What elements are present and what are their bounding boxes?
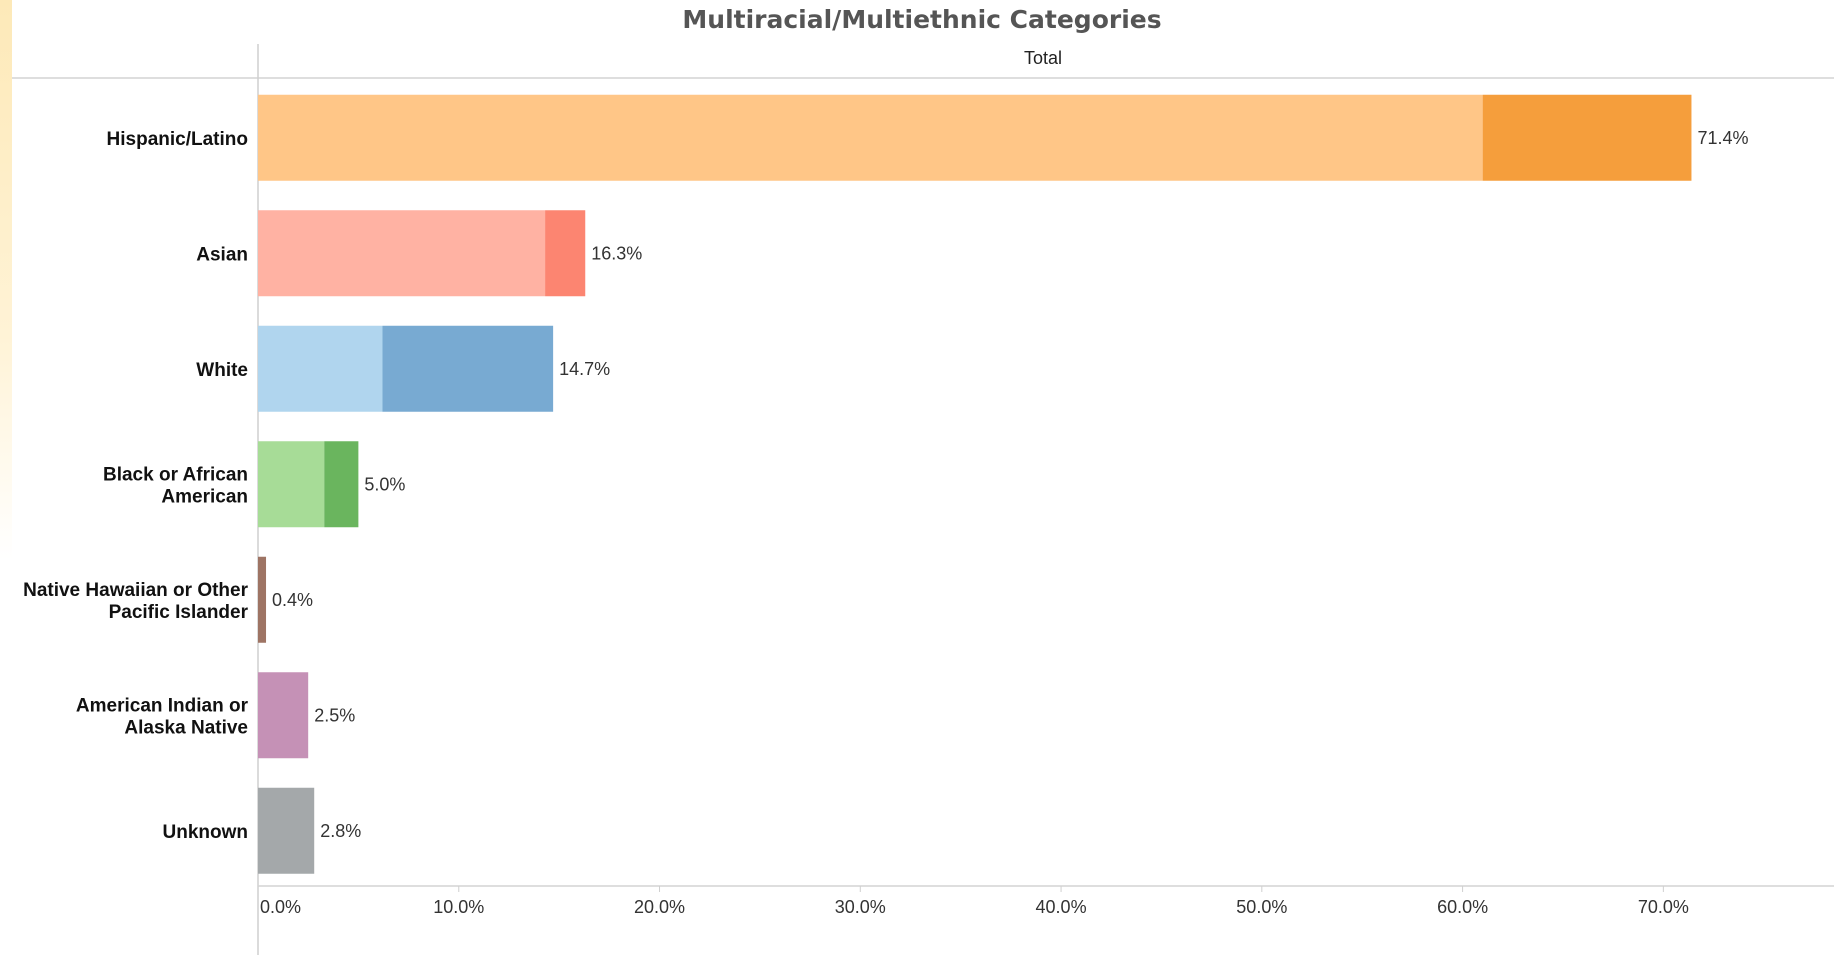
bar-black-or-african-american-segment-1 xyxy=(258,441,325,528)
category-labels-layer: Hispanic/Latino Asian White Black or Africa… xyxy=(23,129,249,843)
category-label-line: American xyxy=(161,486,248,507)
category-label-line: Native Hawaiian or Other xyxy=(23,580,249,601)
category-label-line: Black or African xyxy=(103,464,248,485)
bar-hispanic-latino-segment-1 xyxy=(258,94,1483,181)
category-label-white: White xyxy=(196,360,248,381)
bars-layer xyxy=(258,94,1692,874)
bar-asian-segment-1 xyxy=(258,210,546,297)
category-label-black-or-african-american: Black or African American xyxy=(103,464,248,507)
left-accent-strip xyxy=(0,0,12,560)
value-label-asian: 16.3% xyxy=(591,243,642,263)
x-tick-label: 10.0% xyxy=(433,897,484,917)
value-label-native-hawaiian-or-other-pacific-islander: 0.4% xyxy=(272,590,313,610)
x-tick-label: 40.0% xyxy=(1036,897,1087,917)
value-labels-layer: 71.4% 16.3% 14.7% 5.0% 0.4% 2.5% 2.8% xyxy=(272,128,1748,841)
category-label-line: Unknown xyxy=(163,822,249,843)
category-label-line: Asian xyxy=(196,244,248,265)
category-label-line: Pacific Islander xyxy=(109,602,249,623)
category-label-hispanic-latino: Hispanic/Latino xyxy=(107,129,248,150)
category-label-line: Alaska Native xyxy=(124,717,248,738)
bar-white-segment-1 xyxy=(258,325,383,412)
value-label-black-or-african-american: 5.0% xyxy=(364,474,405,494)
category-label-asian: Asian xyxy=(196,244,248,265)
x-tick-label: 70.0% xyxy=(1638,897,1689,917)
bar-white-segment-2 xyxy=(382,325,554,412)
x-tick-label: 60.0% xyxy=(1437,897,1488,917)
x-tick-label: 20.0% xyxy=(634,897,685,917)
category-label-american-indian-or-alaska-native: American Indian or Alaska Native xyxy=(76,695,249,738)
value-label-unknown: 2.8% xyxy=(320,821,361,841)
x-tick-label: 50.0% xyxy=(1236,897,1287,917)
x-tick-label: 0.0% xyxy=(260,897,301,917)
bar-unknown-segment-1 xyxy=(258,787,315,874)
x-axis-ticks-layer: 0.0% 10.0% 20.0% 30.0% 40.0% 50.0% 60.0% 70.0% xyxy=(257,886,1689,917)
bar-american-indian-or-alaska-native-segment-1 xyxy=(258,672,309,759)
bar-native-hawaiian-or-other-pacific-islander-segment-2 xyxy=(258,556,267,643)
bar-asian-segment-2 xyxy=(545,210,586,297)
value-label-american-indian-or-alaska-native: 2.5% xyxy=(314,705,355,725)
x-tick-label: 30.0% xyxy=(835,897,886,917)
bar-hispanic-latino-segment-2 xyxy=(1482,94,1692,181)
chart-title: Multiracial/Multiethnic Categories xyxy=(682,5,1161,34)
column-header: Total xyxy=(1024,48,1062,68)
category-label-line: Hispanic/Latino xyxy=(107,129,248,150)
value-label-white: 14.7% xyxy=(559,359,610,379)
category-label-line: American Indian or xyxy=(76,695,249,716)
bar-black-or-african-american-segment-2 xyxy=(324,441,359,528)
category-label-native-hawaiian-or-other-pacific-islander: Native Hawaiian or Other Pacific Islander xyxy=(23,580,249,623)
value-label-hispanic-latino: 71.4% xyxy=(1697,128,1748,148)
category-label-unknown: Unknown xyxy=(163,822,249,843)
category-label-line: White xyxy=(196,360,248,381)
